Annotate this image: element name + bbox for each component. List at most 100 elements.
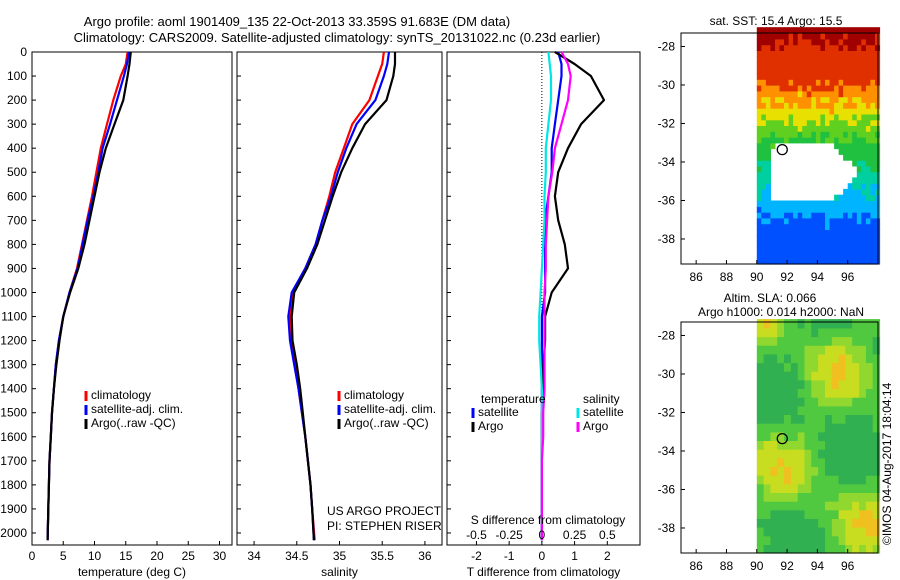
sla-cell xyxy=(852,371,860,381)
sla-cell xyxy=(811,527,819,537)
sst-cell xyxy=(793,200,799,207)
sla-cell xyxy=(825,492,833,502)
sla-cell xyxy=(770,388,778,398)
sla-cell xyxy=(825,466,833,476)
sla-cell xyxy=(790,440,799,450)
sla-cell xyxy=(784,501,792,511)
sla-cell xyxy=(831,336,840,346)
sst-cell xyxy=(797,33,803,40)
sla-cell xyxy=(845,449,853,459)
sst-cell xyxy=(802,90,808,98)
sst-cell xyxy=(847,96,853,103)
sst-cell xyxy=(784,108,790,115)
sst-cell xyxy=(843,148,849,155)
sst-cell xyxy=(838,56,844,63)
sst-cell xyxy=(829,33,835,40)
sst-cell xyxy=(852,61,858,69)
sst-cell xyxy=(838,212,844,219)
sst-cell xyxy=(756,235,762,242)
sst-cell xyxy=(861,90,867,98)
sla-cell xyxy=(777,397,785,407)
sla-cell xyxy=(811,492,819,502)
sla-cell xyxy=(777,353,785,364)
sla-cell xyxy=(784,475,792,485)
sst-cell xyxy=(834,27,840,34)
series-line-argo-raw-qc- xyxy=(46,51,132,541)
sst-cell xyxy=(802,246,808,254)
sst-cell xyxy=(875,27,881,34)
sst-cell xyxy=(825,79,831,86)
sla-cell xyxy=(763,353,771,364)
sla-cell xyxy=(825,371,833,381)
sst-cell xyxy=(825,73,831,80)
sst-cell xyxy=(834,125,840,132)
sla-cell xyxy=(845,440,853,450)
sst-cell xyxy=(852,217,858,225)
sst-cell xyxy=(861,148,867,155)
sst-cell xyxy=(829,217,835,225)
sst-cell xyxy=(825,90,831,98)
sst-cell xyxy=(870,165,876,173)
sla-cell xyxy=(865,544,874,554)
sst-cell xyxy=(802,217,808,225)
sst-cell xyxy=(847,38,853,46)
sst-cell xyxy=(825,229,831,236)
sst-cell xyxy=(825,246,831,254)
sst-cell xyxy=(861,56,867,63)
sla-cell xyxy=(770,457,778,467)
sst-cell xyxy=(852,73,858,80)
sst-cell xyxy=(765,148,771,155)
legend-label: satellite-adj. clim. xyxy=(91,402,183,416)
sst-cell xyxy=(856,90,862,98)
x-tick-label: 88 xyxy=(720,559,734,573)
series-line-climatology xyxy=(288,51,385,541)
sla-cell xyxy=(756,475,765,485)
sst-cell xyxy=(806,229,812,236)
sst-cell xyxy=(856,160,862,167)
sst-cell xyxy=(843,125,849,132)
sst-cell xyxy=(825,67,831,75)
sla-cell xyxy=(838,362,846,372)
sla-cell xyxy=(770,397,778,407)
sst-cell xyxy=(784,206,790,213)
sst-cell xyxy=(802,27,808,34)
sst-cell xyxy=(815,108,821,115)
sst-cell xyxy=(829,90,835,98)
sla-cell xyxy=(825,414,833,424)
sst-cell xyxy=(775,96,781,103)
x2-tick-label: -0.25 xyxy=(495,528,523,542)
sst-cell xyxy=(829,38,835,46)
sla-cell xyxy=(770,362,778,372)
sst-cell xyxy=(765,90,771,98)
sst-cell xyxy=(802,44,808,51)
sla-cell xyxy=(852,501,860,511)
sla-cell xyxy=(777,319,785,329)
sst-cell xyxy=(779,61,785,69)
sst-cell xyxy=(834,223,840,230)
sst-cell xyxy=(834,142,840,150)
sst-cell xyxy=(797,113,803,121)
sst-cell xyxy=(811,73,817,80)
sst-cell xyxy=(843,194,849,202)
sst-cell xyxy=(870,177,876,184)
sla-cell xyxy=(763,457,771,467)
sst-cell xyxy=(784,235,790,242)
sst-cell xyxy=(806,85,812,92)
sst-cell xyxy=(779,79,785,86)
sst-cell xyxy=(811,246,817,254)
sst-cell xyxy=(788,27,794,34)
sst-cell xyxy=(856,56,862,63)
sst-cell xyxy=(761,131,767,138)
sst-cell xyxy=(802,200,808,207)
sst-cell xyxy=(815,50,821,57)
sst-cell xyxy=(784,56,790,63)
sst-cell xyxy=(775,252,781,259)
sst-cell xyxy=(775,102,781,109)
sst-cell xyxy=(852,79,858,86)
sla-cell xyxy=(804,535,812,545)
sla-cell xyxy=(859,336,867,346)
sla-cell xyxy=(811,423,819,433)
sla-cell xyxy=(872,336,881,346)
sla-cell xyxy=(784,518,792,528)
x-tick-label: 0 xyxy=(539,549,546,563)
